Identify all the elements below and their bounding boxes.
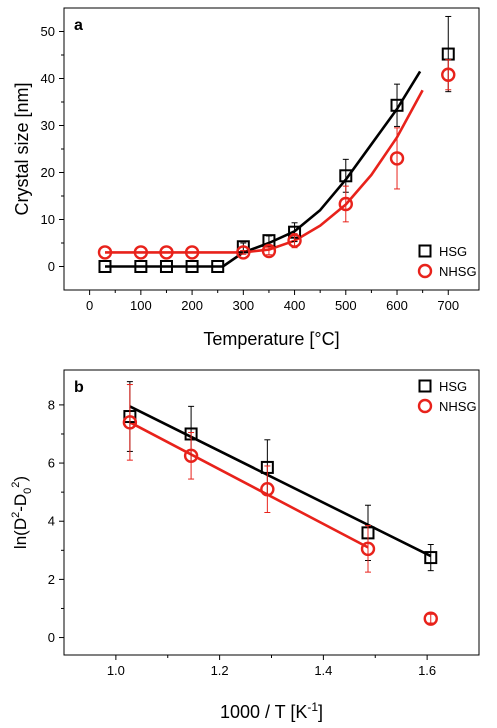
- x-tick-label: 300: [232, 298, 254, 313]
- plot-frame: [64, 370, 479, 655]
- panel-b: 1.0 1.2 1.4 1.6 0 2 4 6 8 b 1000 / T [K-1] ln(D2-D0…: [10, 370, 479, 722]
- fit-line-nhsg: [130, 422, 368, 547]
- legend: HSG NHSG: [419, 379, 477, 414]
- x-axis-label: Temperature [°C]: [203, 329, 339, 349]
- y-tick-label: 6: [48, 456, 55, 471]
- y-tick-label: 40: [41, 71, 55, 86]
- fit-line-hsg: [130, 406, 431, 556]
- x-tick-label: 200: [181, 298, 203, 313]
- y-tick-label: 4: [48, 514, 55, 529]
- x-tick-label: 1.4: [314, 663, 332, 678]
- x-tick-label: 0: [86, 298, 93, 313]
- fit-line-nhsg: [105, 90, 423, 252]
- y-tick-label: 8: [48, 397, 55, 412]
- legend-label-hsg: HSG: [439, 244, 467, 259]
- legend-marker-nhsg: [419, 400, 431, 412]
- x-axis-label: 1000 / T [K-1]: [220, 700, 323, 722]
- y-tick-label: 30: [41, 118, 55, 133]
- legend-marker-hsg: [420, 246, 431, 257]
- y-axis-label: ln(D2-D02): [10, 476, 34, 549]
- panel-label: b: [74, 379, 84, 396]
- x-tick-label: 1.2: [211, 663, 229, 678]
- y-tick-label: 50: [41, 24, 55, 39]
- legend-label-nhsg: NHSG: [439, 264, 477, 279]
- y-tick-label: 0: [48, 630, 55, 645]
- legend-marker-hsg: [420, 381, 431, 392]
- x-tick-label: 1.0: [107, 663, 125, 678]
- x-tick-label: 100: [130, 298, 152, 313]
- y-tick-label: 0: [48, 259, 55, 274]
- y-axis-label: Crystal size [nm]: [12, 82, 32, 215]
- legend-label-nhsg: NHSG: [439, 399, 477, 414]
- x-tick-label: 500: [335, 298, 357, 313]
- legend: HSG NHSG: [419, 244, 477, 279]
- y-tick-label: 20: [41, 165, 55, 180]
- x-tick-label: 1.6: [418, 663, 436, 678]
- legend-marker-nhsg: [419, 265, 431, 277]
- x-tick-label: 400: [284, 298, 306, 313]
- panel-a: 0 100 200 300 400 500 600 700 0 10 20 30 40 50 a Temper…: [12, 8, 479, 349]
- x-tick-label: 700: [437, 298, 459, 313]
- legend-label-hsg: HSG: [439, 379, 467, 394]
- x-tick-label: 600: [386, 298, 408, 313]
- panel-label: a: [74, 17, 83, 34]
- y-tick-label: 10: [41, 212, 55, 227]
- y-tick-label: 2: [48, 572, 55, 587]
